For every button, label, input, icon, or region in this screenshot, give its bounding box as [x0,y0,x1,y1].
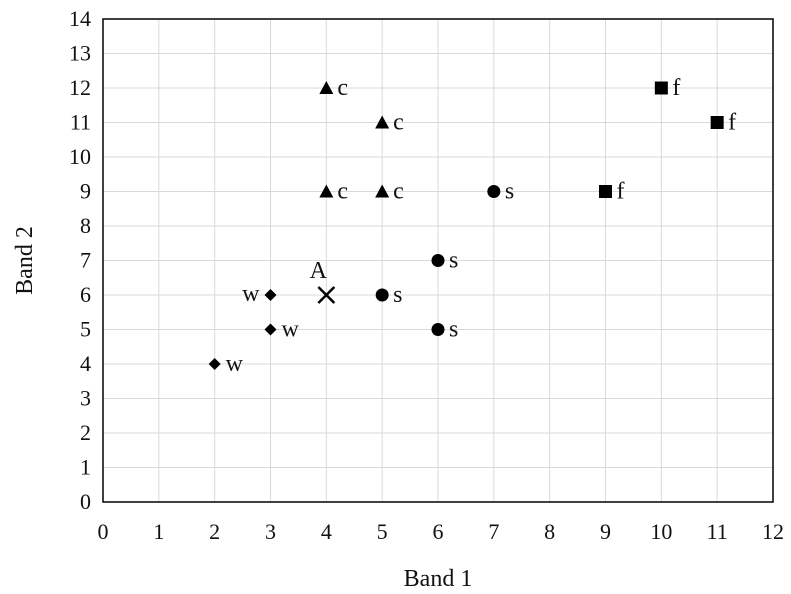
x-tick-label: 2 [209,519,220,544]
y-tick-label: 14 [69,6,91,31]
diamond-marker [264,323,277,336]
y-tick-label: 9 [80,179,91,204]
triangle-marker [375,115,390,129]
plot-frame [102,18,774,503]
square-marker [710,116,724,129]
x-tick-label: 6 [433,519,444,544]
x-tick-label: 3 [265,519,276,544]
circle-marker [431,323,445,336]
y-tick-label: 10 [69,144,91,169]
point-label: c [393,110,404,136]
x-tick-label: 12 [762,519,784,544]
diamond-marker [264,289,277,301]
y-tick-label: 3 [80,386,91,411]
y-tick-label: 0 [80,489,91,514]
y-tick-label: 8 [80,213,91,238]
x-tick-label: 8 [544,519,555,544]
point-label: A [310,258,328,284]
point-label: s [449,248,458,274]
x-tick-label: 0 [98,519,109,544]
point-label: c [337,179,348,205]
x-axis-title: Band 1 [404,566,473,592]
point-label: w [282,317,300,343]
y-tick-label: 1 [80,455,91,480]
x-axis-ticks: 0 1 2 3 4 5 6 7 8 9 10 11 12 [98,519,785,544]
x-tick-label: 7 [488,519,499,544]
diamond-marker [208,358,221,370]
circle-marker [487,185,501,198]
square-marker [654,81,668,95]
y-tick-label: 6 [80,282,91,307]
y-tick-label: 11 [70,110,91,135]
y-tick-label: 5 [80,317,91,342]
point-label: f [617,179,625,205]
point-label: w [226,351,244,377]
point-label: f [672,75,680,101]
triangle-marker [319,184,334,198]
point-label: c [337,75,348,101]
point-label: s [505,179,514,205]
x-tick-label: 10 [650,519,672,544]
x-tick-label: 4 [321,519,332,544]
point-label: s [449,317,458,343]
x-tick-label: 11 [707,519,728,544]
point-label: s [393,282,402,308]
x-marker [317,286,336,304]
square-marker [599,185,612,198]
circle-marker [375,288,389,302]
y-tick-label: 12 [69,75,91,100]
x-tick-label: 5 [377,519,388,544]
point-label: w [242,281,260,307]
point-label: c [393,179,404,205]
triangle-marker [375,184,390,198]
circle-marker [431,254,445,267]
x-tick-label: 1 [153,519,164,544]
y-axis-title: Band 2 [12,226,38,295]
y-tick-label: 2 [80,420,91,445]
point-label: f [728,110,736,136]
y-tick-label: 4 [80,351,91,376]
x-tick-label: 9 [600,519,611,544]
triangle-marker [319,81,334,94]
y-tick-label: 7 [80,248,91,273]
y-tick-label: 13 [69,41,91,66]
